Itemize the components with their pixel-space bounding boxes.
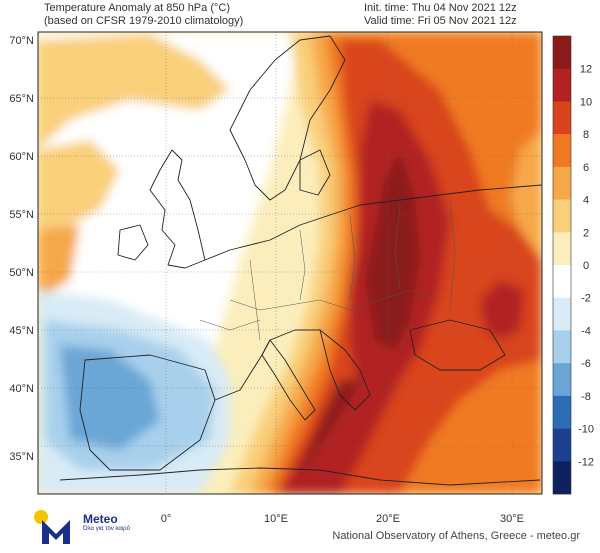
colorbar-label: 4	[583, 195, 589, 207]
colorbar-label: 6	[583, 162, 589, 174]
colorbar-swatch	[553, 461, 571, 495]
lat-label: 40°N	[9, 383, 34, 395]
colorbar-swatch	[553, 297, 571, 331]
time-info: Init. time: Thu 04 Nov 2021 12z Valid ti…	[364, 2, 517, 28]
colorbar-swatch	[553, 199, 571, 233]
colorbar-swatch	[553, 395, 571, 429]
lon-label: 20°E	[376, 513, 400, 525]
field-layer	[38, 32, 542, 494]
colorbar-swatch	[553, 166, 571, 200]
colorbar-label: 10	[580, 96, 592, 108]
colorbar-swatch	[553, 265, 571, 299]
grid	[38, 32, 542, 494]
lat-label: 50°N	[9, 267, 34, 279]
lat-label: 60°N	[9, 151, 34, 163]
title-line-1: Temperature Anomaly at 850 hPa (°C)	[44, 2, 230, 14]
colorbar-label: 12	[580, 64, 592, 76]
lat-label: 35°N	[9, 451, 34, 463]
colorbar-label: 0	[583, 260, 589, 272]
colorbar-swatch	[553, 330, 571, 364]
colorbar-label: 8	[583, 129, 589, 141]
logo-name: Meteo	[83, 512, 118, 526]
lat-label: 45°N	[9, 325, 34, 337]
colorbar-swatch	[553, 68, 571, 102]
colorbar-swatch	[553, 134, 571, 168]
footer-credit: National Observatory of Athens, Greece -…	[332, 530, 580, 542]
colorbar-label: 2	[583, 227, 589, 239]
lon-axis: 0° 10°E 20°E 30°E	[161, 513, 524, 525]
lat-label: 55°N	[9, 209, 34, 221]
lat-label: 65°N	[9, 93, 34, 105]
map-frame	[37, 31, 543, 495]
colorbar-swatch	[553, 428, 571, 462]
colorbar-label: -6	[581, 358, 591, 370]
meteo-logo-icon	[34, 510, 70, 544]
coastlines	[59, 35, 542, 486]
lat-label: 70°N	[9, 35, 34, 47]
colorbar-swatch	[553, 36, 571, 70]
logo-tagline: Όλα για τον καιρό	[83, 526, 130, 532]
colorbar-label: -4	[581, 325, 591, 337]
colorbar-label: -12	[578, 456, 594, 468]
map-title: Temperature Anomaly at 850 hPa (°C) (bas…	[44, 2, 243, 28]
colorbar-frame	[552, 35, 572, 495]
colorbar-label: -2	[581, 293, 591, 305]
colorbar-label: -8	[581, 391, 591, 403]
meteo-logo	[32, 508, 142, 548]
lon-label: 30°E	[500, 513, 524, 525]
borders	[199, 199, 456, 341]
colorbar-swatch	[553, 232, 571, 266]
colorbar-swatch	[553, 101, 571, 135]
init-time: Init. time: Thu 04 Nov 2021 12z	[364, 2, 517, 14]
colorbar-label: -10	[578, 424, 594, 436]
lon-label: 10°E	[264, 513, 288, 525]
lat-axis: 70°N 65°N 60°N 55°N 50°N 45°N 40°N 35°N	[9, 35, 34, 463]
title-line-2: (based on CFSR 1979-2010 climatology)	[44, 15, 244, 27]
colorbar: 12 10 8 6 4 2 0 -2 -4 -6 -8 -10 -12	[552, 35, 594, 495]
colorbar-swatch	[553, 363, 571, 397]
valid-time: Valid time: Fri 05 Nov 2021 12z	[364, 15, 517, 27]
lon-label: 0°	[161, 513, 172, 525]
